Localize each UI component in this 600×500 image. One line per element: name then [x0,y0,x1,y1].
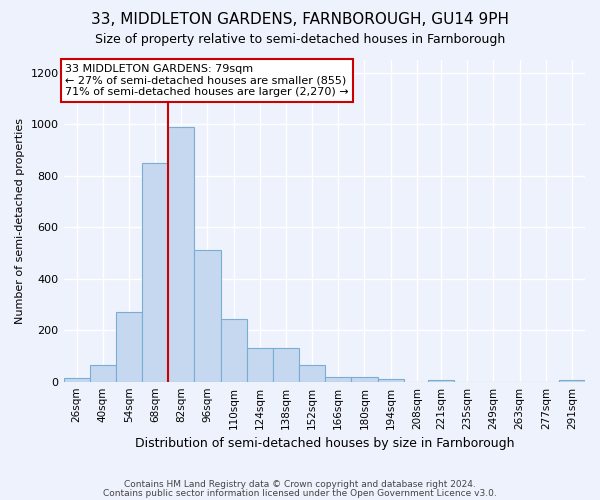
Bar [64,378,90,382]
Bar [247,348,273,382]
Bar [221,318,247,382]
Text: Contains public sector information licensed under the Open Government Licence v3: Contains public sector information licen… [103,488,497,498]
Bar [90,365,116,382]
Bar [142,163,168,382]
Bar [168,127,194,382]
Bar [273,348,299,382]
Text: Size of property relative to semi-detached houses in Farnborough: Size of property relative to semi-detach… [95,32,505,46]
Text: Contains HM Land Registry data © Crown copyright and database right 2024.: Contains HM Land Registry data © Crown c… [124,480,476,489]
Bar [352,376,377,382]
Bar [299,365,325,382]
X-axis label: Distribution of semi-detached houses by size in Farnborough: Distribution of semi-detached houses by … [134,437,514,450]
Y-axis label: Number of semi-detached properties: Number of semi-detached properties [15,118,25,324]
Bar [559,380,585,382]
Bar [194,250,221,382]
Text: 33, MIDDLETON GARDENS, FARNBOROUGH, GU14 9PH: 33, MIDDLETON GARDENS, FARNBOROUGH, GU14… [91,12,509,28]
Bar [116,312,142,382]
Bar [377,379,404,382]
Bar [428,380,454,382]
Bar [325,376,352,382]
Text: 33 MIDDLETON GARDENS: 79sqm
← 27% of semi-detached houses are smaller (855)
71% : 33 MIDDLETON GARDENS: 79sqm ← 27% of sem… [65,64,349,97]
